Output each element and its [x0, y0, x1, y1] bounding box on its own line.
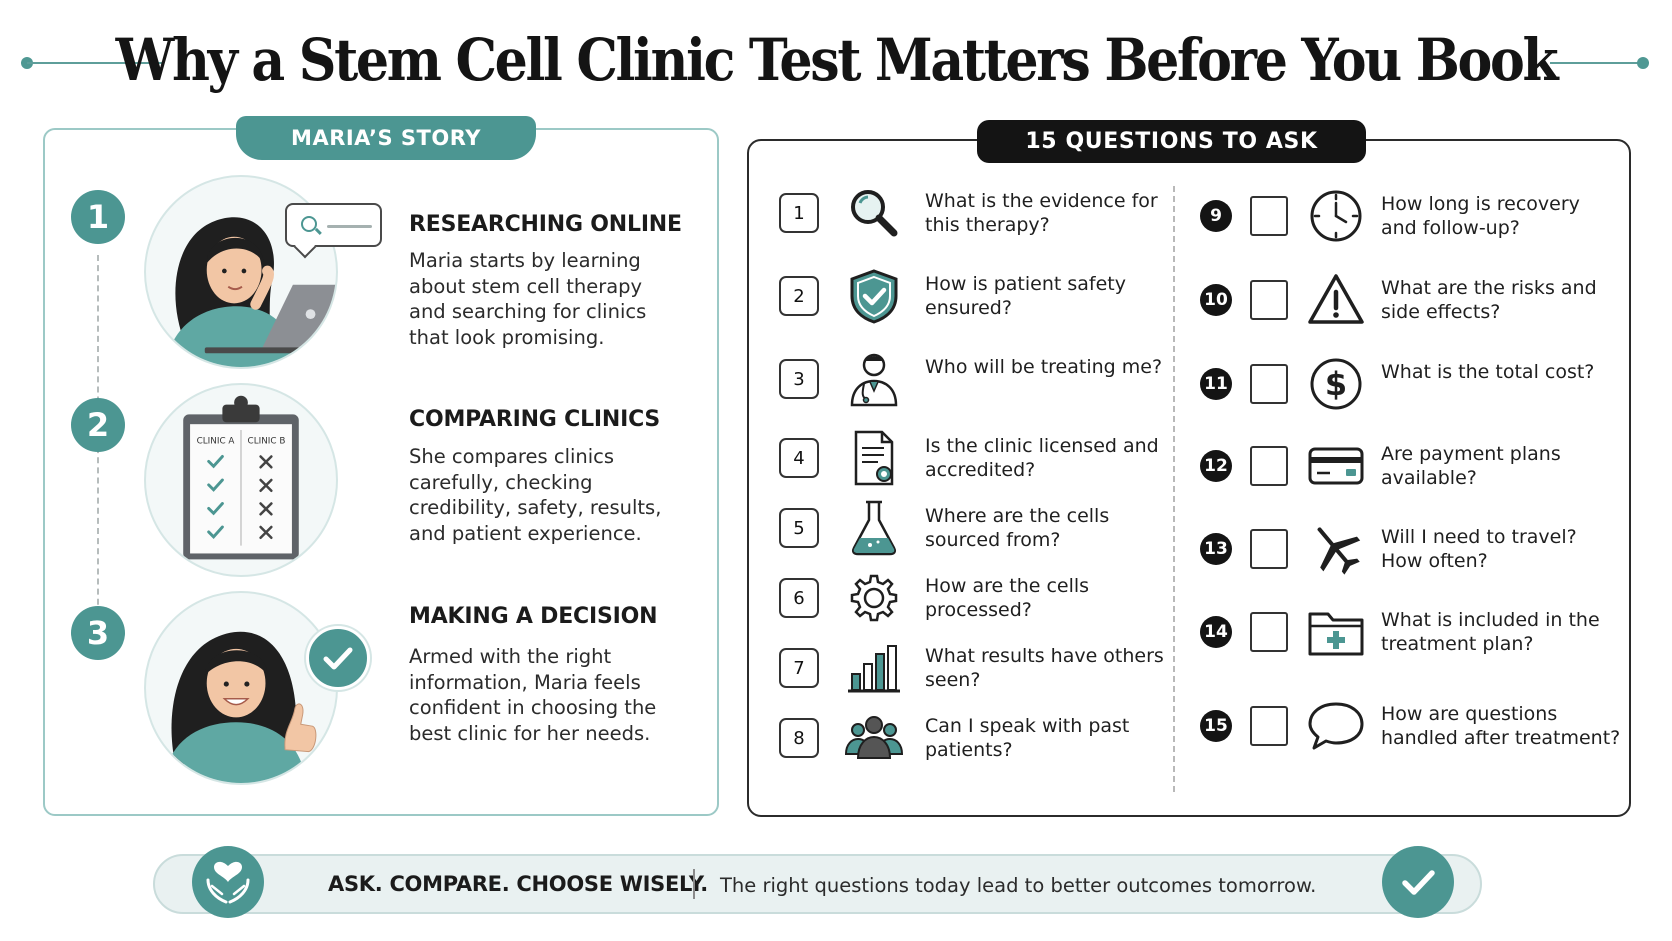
question-14: 14 What is included in the treatment pla… [1198, 600, 1618, 660]
question-number: 7 [779, 648, 819, 688]
questions-tab: 15 QUESTIONS TO ASK [977, 120, 1366, 163]
search-bubble [285, 203, 382, 247]
question-number: 11 [1200, 368, 1232, 400]
clipboard-col-b: CLINIC B [248, 437, 286, 447]
question-number: 1 [779, 193, 819, 233]
question-number: 10 [1200, 284, 1232, 316]
question-15: 15 How are questions handled after treat… [1198, 694, 1621, 756]
medical-folder-icon [1306, 602, 1366, 662]
step-title-3: MAKING A DECISION [409, 604, 658, 629]
question-number: 14 [1200, 616, 1232, 648]
magnifier-icon [844, 183, 904, 243]
step-number-3: 3 [71, 606, 125, 660]
svg-text:$: $ [1325, 365, 1347, 403]
question-number: 12 [1200, 450, 1232, 482]
question-checkbox[interactable] [1250, 706, 1288, 746]
title-rule-left [27, 62, 162, 64]
group-icon [844, 708, 904, 768]
question-text: Will I need to travel? How often? [1381, 526, 1577, 572]
question-text: Are payment plans available? [1381, 443, 1561, 489]
question-number: 6 [779, 578, 819, 618]
question-text: Can I speak with past patients? [925, 715, 1130, 761]
title-dot-right [1637, 57, 1649, 69]
certificate-icon [844, 428, 904, 488]
question-number: 3 [779, 359, 819, 399]
question-number: 4 [779, 438, 819, 478]
airplane-icon [1306, 519, 1366, 579]
question-text: How long is recovery and follow-up? [1381, 193, 1580, 239]
story-tab: MARIA’S STORY [236, 116, 536, 160]
footer-banner [153, 854, 1482, 914]
title-rule-right [1550, 62, 1643, 64]
gear-icon [844, 568, 904, 628]
question-checkbox[interactable] [1250, 612, 1288, 652]
warning-icon [1306, 270, 1366, 330]
clock-icon [1306, 186, 1366, 246]
question-checkbox[interactable] [1250, 280, 1288, 320]
question-9: 9 How long is recovery and follow-up? [1198, 184, 1618, 244]
shield-check-icon [844, 266, 904, 326]
question-8: 8 Can I speak with past patients? [779, 706, 1159, 766]
question-text: Where are the cells sourced from? [925, 505, 1110, 551]
question-12: 12 Are payment plans available? [1198, 434, 1618, 494]
question-4: 4 Is the clinic licensed and accredited? [779, 426, 1159, 486]
question-6: 6 How are the cells processed? [779, 566, 1159, 626]
flask-icon [844, 498, 904, 558]
question-text: How are the cells processed? [925, 575, 1090, 621]
step-title-2: COMPARING CLINICS [409, 407, 661, 432]
question-number: 15 [1200, 710, 1232, 742]
question-text: What are the risks and side effects? [1381, 277, 1597, 323]
step-number-2: 2 [71, 398, 125, 452]
step-body-2: She compares clinics carefully, checking… [409, 445, 662, 545]
question-text: What is included in the treatment plan? [1381, 609, 1600, 655]
question-10: 10 What are the risks and side effects? [1198, 268, 1618, 328]
question-5: 5 Where are the cells sourced from? [779, 496, 1159, 556]
heart-hands-icon [192, 846, 264, 918]
step-number-1: 1 [71, 190, 125, 244]
search-icon [301, 216, 317, 232]
bar-chart-icon [844, 638, 904, 698]
question-checkbox[interactable] [1250, 196, 1288, 236]
question-checkbox[interactable] [1250, 364, 1288, 404]
question-number: 2 [779, 276, 819, 316]
question-text: Who will be treating me? [925, 356, 1163, 378]
question-number: 5 [779, 508, 819, 548]
question-7: 7 What results have others seen? [779, 636, 1164, 698]
question-13: 13 Will I need to travel? How often? [1198, 517, 1618, 577]
question-number: 13 [1200, 533, 1232, 565]
question-text: How is patient safety ensured? [925, 273, 1126, 319]
question-number: 9 [1200, 200, 1232, 232]
search-bubble-line [327, 225, 372, 228]
question-text: What is the total cost? [1381, 361, 1595, 383]
question-text: How are questions handled after treatmen… [1381, 703, 1621, 749]
woman-thumbs-up-illustration [144, 591, 338, 785]
step-body-1: Maria starts by learning about stem cell… [409, 249, 647, 349]
question-3: 3 Who will be treating me? [779, 347, 1162, 409]
question-2: 2 How is patient safety ensured? [779, 264, 1159, 324]
question-text: Is the clinic licensed and accredited? [925, 435, 1159, 481]
credit-card-icon [1306, 436, 1366, 496]
dollar-icon: $ [1306, 354, 1366, 414]
check-icon [1382, 846, 1454, 918]
question-checkbox[interactable] [1250, 529, 1288, 569]
footer-message: The right questions today lead to better… [720, 874, 1317, 897]
page-title: Why a Stem Cell Clinic Test Matters Befo… [115, 26, 1559, 94]
chat-bubble-icon [1306, 696, 1366, 756]
question-text: What is the evidence for this therapy? [925, 190, 1158, 236]
title-bar: Why a Stem Cell Clinic Test Matters Befo… [0, 22, 1672, 102]
footer-tagline: ASK. COMPARE. CHOOSE WISELY. [328, 872, 708, 896]
step-title-1: RESEARCHING ONLINE [409, 212, 682, 237]
question-checkbox[interactable] [1250, 446, 1288, 486]
decision-check-icon [306, 626, 370, 690]
questions-divider [1173, 186, 1175, 792]
clipboard-comparison-illustration: CLINIC A CLINIC B [144, 383, 338, 577]
clipboard-col-a: CLINIC A [197, 437, 235, 447]
question-11: 11 $ What is the total cost? [1198, 352, 1618, 412]
step-body-3: Armed with the right information, Maria … [409, 645, 657, 745]
question-text: What results have others seen? [925, 645, 1164, 691]
doctor-icon [844, 349, 904, 409]
footer-separator [693, 869, 695, 899]
question-1: 1 What is the evidence for this therapy? [779, 181, 1159, 241]
question-number: 8 [779, 718, 819, 758]
